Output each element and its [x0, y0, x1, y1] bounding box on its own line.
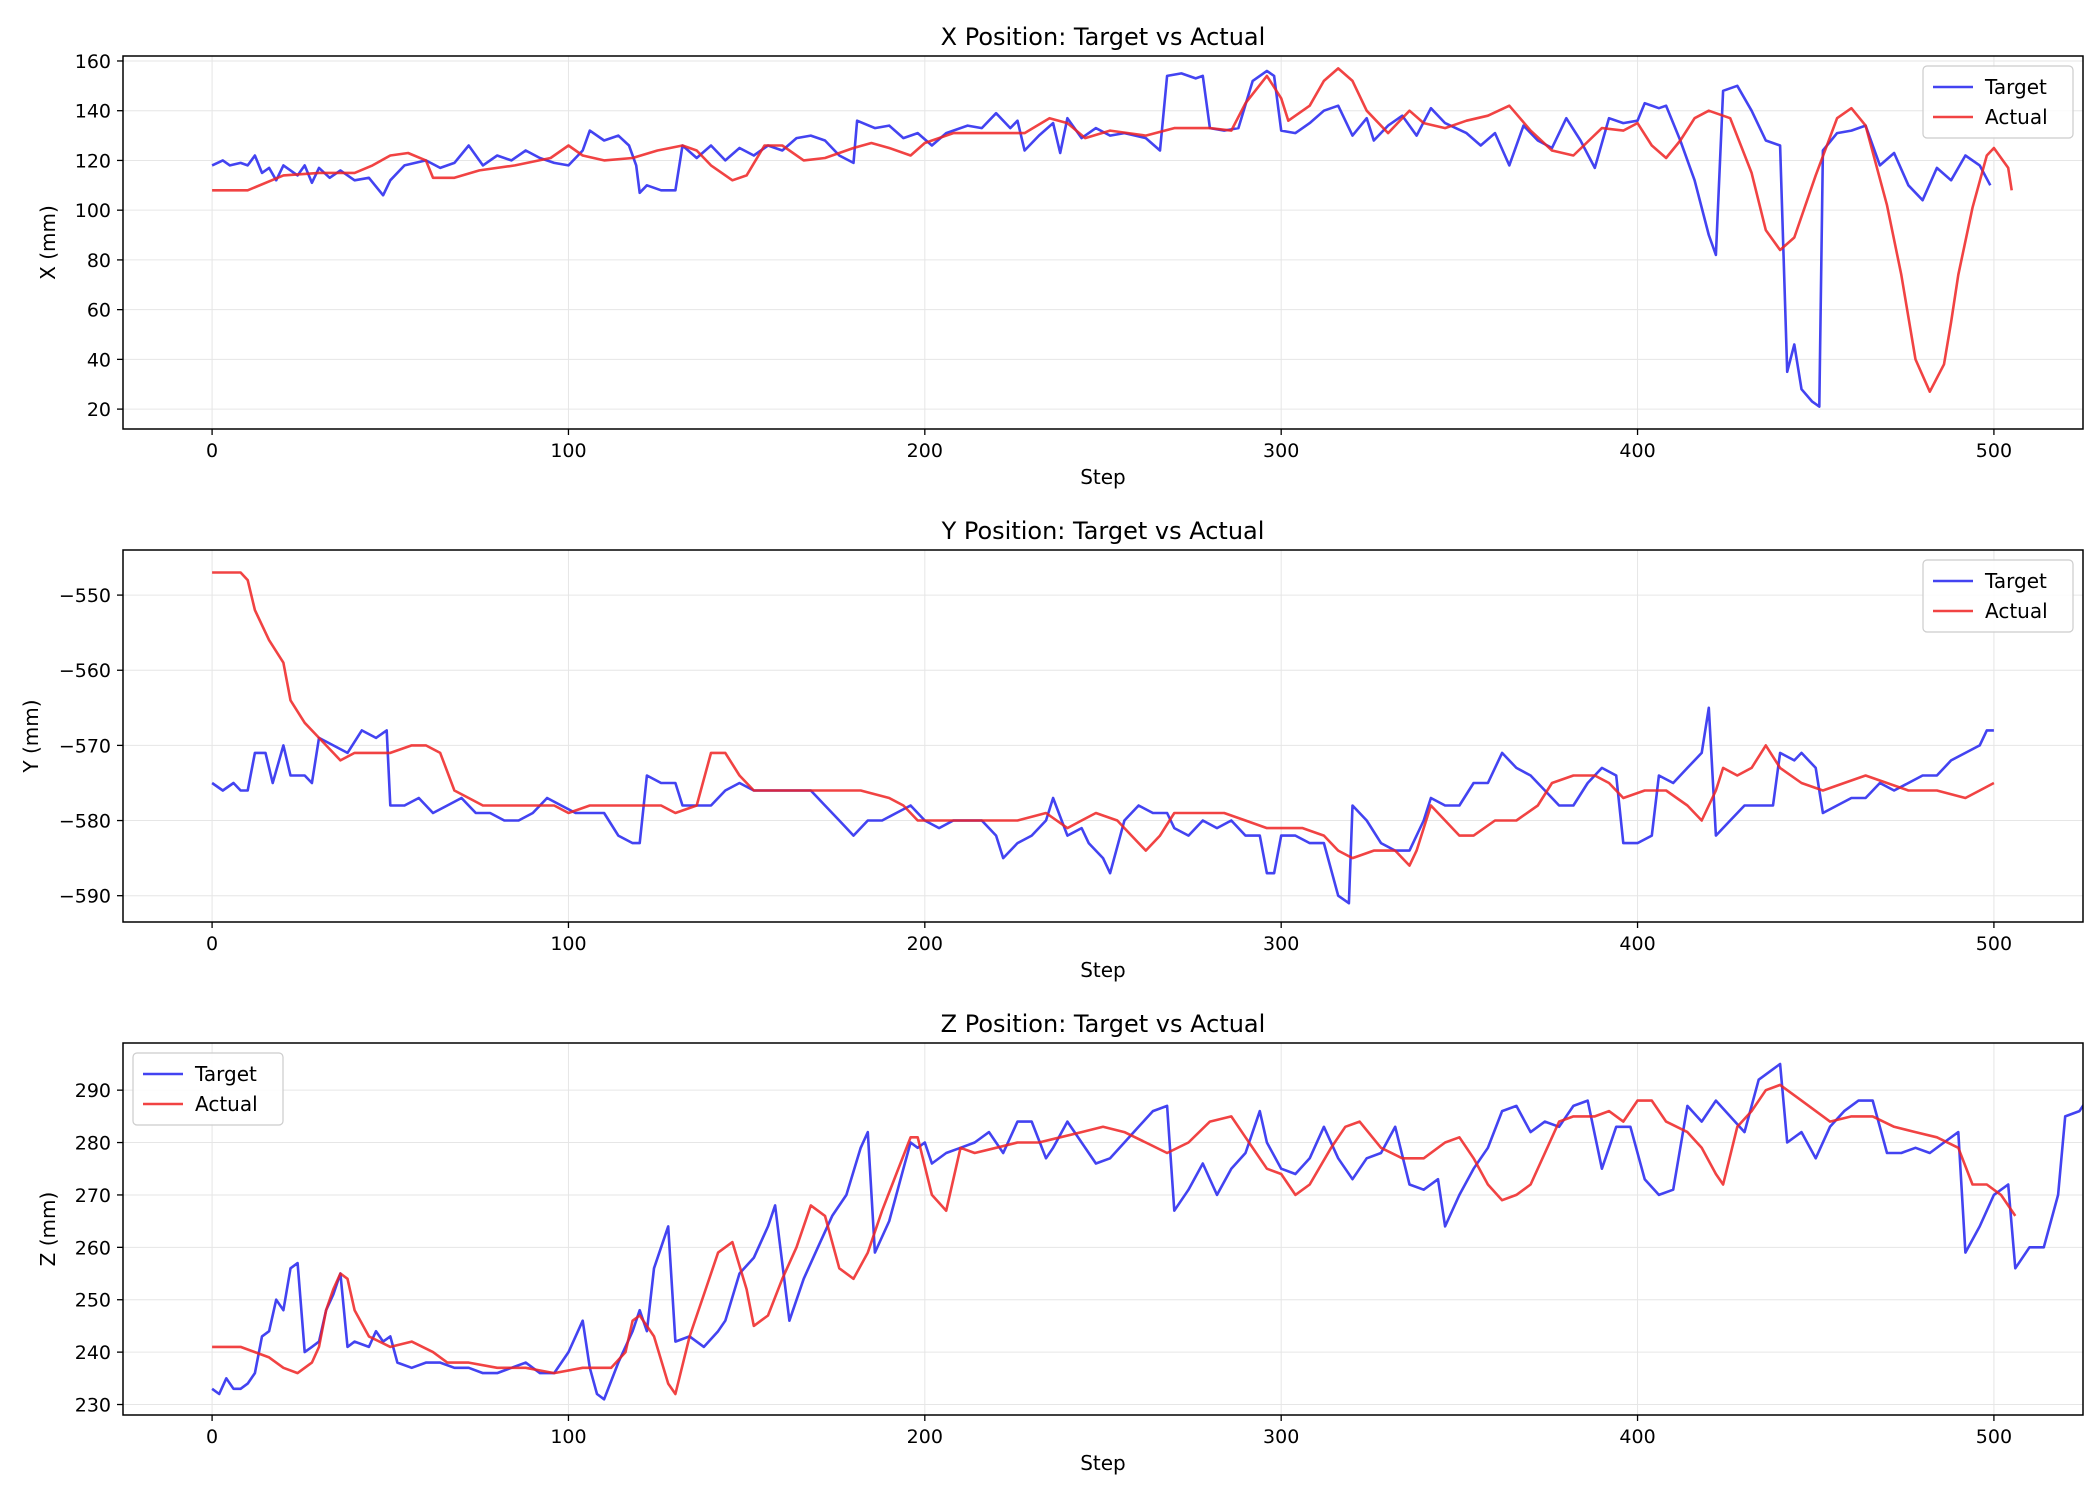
chart-1-legend-label-target: Target	[1984, 75, 2047, 99]
chart-2-ytick-label: −570	[59, 735, 111, 757]
chart-1-legend: Target Actual	[1922, 65, 2074, 139]
chart-1-ylabel: X (mm)	[36, 205, 60, 280]
chart-3-legend-label-target: Target	[194, 1062, 257, 1086]
chart-1-xtick-label: 300	[1263, 440, 1299, 462]
chart-2-xlabel: Step	[1080, 958, 1126, 982]
chart-3-ytick-label: 280	[75, 1133, 111, 1155]
chart-3-legend-box	[132, 1052, 284, 1126]
chart-3-xtick-label: 100	[550, 1426, 586, 1448]
chart-3-xtick-label: 500	[1976, 1426, 2012, 1448]
chart-3-ytick-label: 230	[75, 1395, 111, 1417]
chart-1-ytick-label: 20	[87, 399, 111, 421]
chart-1-ytick-label: 100	[75, 200, 111, 222]
chart-1-legend-label-actual: Actual	[1985, 105, 2048, 129]
chart-1-ytick-label: 120	[75, 150, 111, 172]
chart-3-ytick-label: 290	[75, 1080, 111, 1102]
chart-1: 0 100 200 300 400 500 20 40 60 80 100 120 140 160 X Po…	[36, 23, 2084, 489]
chart-3-ytick-label: 250	[75, 1290, 111, 1312]
chart-2-ylabel: Y (mm)	[19, 699, 43, 773]
chart-2-xtick-label: 0	[206, 933, 218, 955]
chart-2-xtick-label: 100	[550, 933, 586, 955]
chart-3-ytick-label: 240	[75, 1342, 111, 1364]
chart-3-legend-label-actual: Actual	[195, 1092, 258, 1116]
chart-2-xtick-label: 300	[1263, 933, 1299, 955]
chart-1-xtick-label: 400	[1619, 440, 1655, 462]
chart-1-ytick-label: 40	[87, 349, 111, 371]
chart-3-ytick-label: 260	[75, 1237, 111, 1259]
chart-1-xtick-label: 0	[206, 440, 218, 462]
chart-2-legend: Target Actual	[1922, 559, 2074, 633]
chart-1-xtick-label: 100	[550, 440, 586, 462]
chart-1-legend-box	[1922, 65, 2074, 139]
chart-3-ylabel: Z (mm)	[36, 1192, 60, 1267]
chart-1-series-target	[211, 69, 1992, 408]
chart-2-legend-label-actual: Actual	[1985, 599, 2048, 623]
chart-3-xtick-label: 400	[1619, 1426, 1655, 1448]
chart-3-xlabel: Step	[1080, 1451, 1126, 1475]
chart-2-series-target	[211, 706, 1994, 905]
chart-3-xtick-label: 300	[1263, 1426, 1299, 1448]
chart-1-frame	[122, 55, 2084, 430]
chart-3-series-actual	[212, 1083, 2017, 1396]
chart-1-xlabel: Step	[1080, 465, 1126, 489]
chart-2-xtick-label: 400	[1619, 933, 1655, 955]
chart-2-ytick-label: −580	[59, 811, 111, 833]
chart-2-legend-label-target: Target	[1984, 569, 2047, 593]
chart-2-frame	[122, 549, 2084, 923]
chart-2-series-actual	[212, 571, 1995, 867]
chart-2-title: Y Position: Target vs Actual	[941, 517, 1265, 545]
chart-1-ytick-label: 140	[75, 101, 111, 123]
chart-1-xtick-label: 200	[907, 440, 943, 462]
chart-2: 0 100 200 300 400 500 −550 −560 −570 −580 −590 Y Po…	[19, 517, 2084, 982]
chart-3-legend: Target Actual	[132, 1052, 284, 1126]
chart-3-xtick-label: 0	[206, 1426, 218, 1448]
chart-1-ytick-label: 80	[87, 250, 111, 272]
chart-2-legend-box	[1922, 559, 2074, 633]
chart-1-ytick-label: 60	[87, 300, 111, 322]
chart-1-ytick-label: 160	[75, 51, 111, 73]
chart-3-series-target	[211, 1062, 2083, 1401]
chart-2-ytick-label: −560	[59, 660, 111, 682]
chart-2-ytick-label: −590	[59, 886, 111, 908]
chart-2-xtick-label: 500	[1976, 933, 2012, 955]
chart-3-ytick-label: 270	[75, 1185, 111, 1207]
chart-3-xtick-label: 200	[907, 1426, 943, 1448]
chart-1-series-actual	[212, 67, 2013, 393]
chart-1-title: X Position: Target vs Actual	[941, 23, 1266, 51]
chart-2-ytick-label: −550	[59, 585, 111, 607]
chart-1-xtick-label: 500	[1976, 440, 2012, 462]
chart-2-xtick-label: 200	[907, 933, 943, 955]
chart-3: 0 100 200 300 400 500 230 240 250 260 270 280 290 Z P…	[36, 1010, 2084, 1475]
chart-3-frame	[122, 1042, 2084, 1416]
chart-3-title: Z Position: Target vs Actual	[941, 1010, 1266, 1038]
